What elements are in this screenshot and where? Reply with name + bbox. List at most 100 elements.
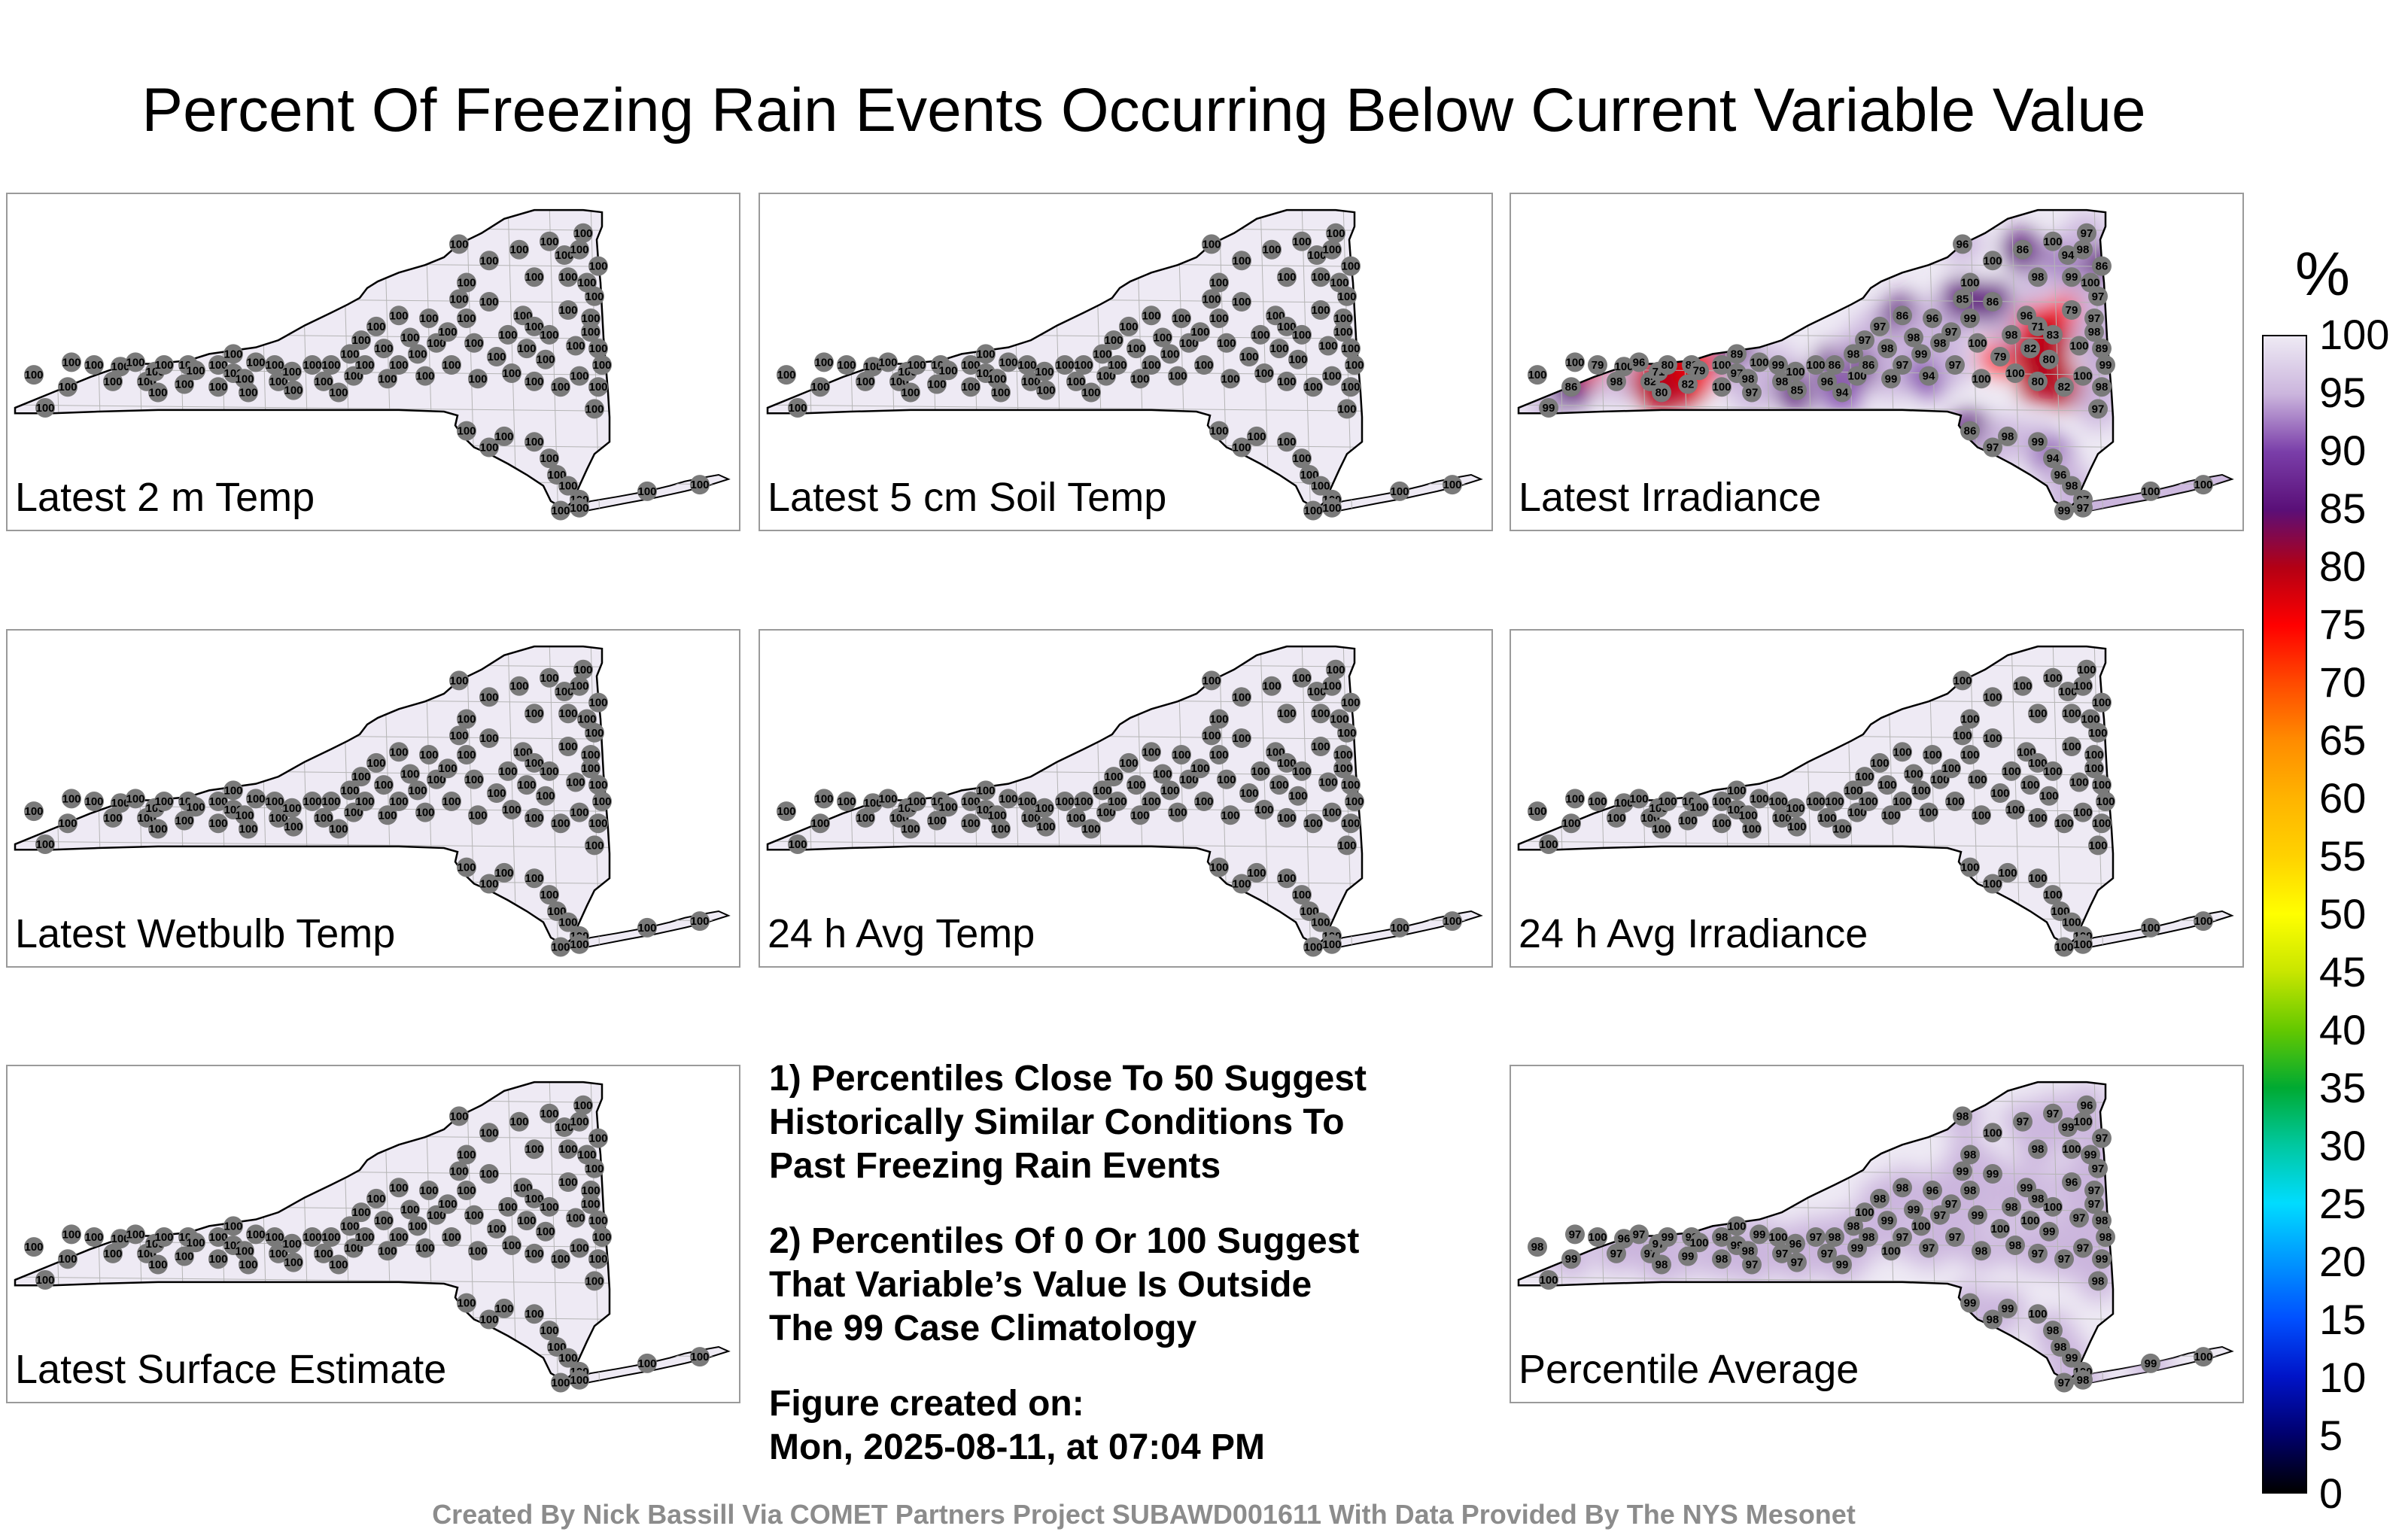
station-dot (487, 783, 506, 804)
station-marker: 100 (1972, 805, 1991, 825)
station-dot (573, 223, 593, 243)
station-marker: 100 (690, 475, 710, 495)
station-value: 100 (1239, 351, 1258, 363)
station-value: 94 (2047, 452, 2060, 465)
station-marker: 100 (1303, 813, 1323, 834)
station-dot (208, 792, 228, 811)
station-value: 100 (1847, 807, 1866, 819)
station-marker: 100 (585, 1158, 604, 1178)
station-value: 85 (1791, 385, 1804, 397)
station-marker: 100 (1806, 355, 1826, 375)
station-value: 99 (1987, 1168, 1999, 1181)
station-dot (540, 667, 559, 688)
station-value: 100 (524, 707, 543, 720)
station-marker: 100 (438, 322, 458, 342)
station-dot (1652, 1254, 1671, 1275)
station-dot (588, 377, 608, 397)
station-value: 100 (415, 1242, 434, 1255)
station-marker: 86 (1983, 292, 2002, 312)
panel-label: Latest Irradiance (1519, 475, 1822, 520)
station-value: 100 (524, 436, 543, 448)
station-dot (581, 308, 600, 328)
station-dot (2043, 667, 2063, 688)
station-dot (154, 1227, 174, 1247)
station-dot (570, 676, 589, 696)
station-value: 100 (588, 1214, 607, 1227)
station-value: 100 (585, 727, 604, 740)
station-dot (1209, 857, 1229, 877)
station-dot (1960, 1293, 1980, 1313)
station-dot (551, 813, 570, 834)
station-marker: 100 (355, 792, 375, 811)
station-dot (62, 789, 81, 809)
station-dot (1292, 448, 1312, 469)
station-value: 100 (1126, 342, 1145, 355)
station-dot (1855, 1202, 1874, 1223)
station-marker: 100 (1322, 366, 1342, 386)
station-dot (1333, 744, 1353, 764)
station-dot (419, 308, 439, 328)
station-value: 100 (1307, 249, 1326, 262)
station-value: 100 (1712, 381, 1731, 394)
station-value: 100 (1539, 838, 1558, 851)
station-dot (366, 752, 386, 773)
station-marker: 100 (208, 377, 228, 397)
station-marker: 100 (1768, 792, 1788, 811)
station-value: 100 (366, 321, 385, 333)
station-value: 100 (513, 746, 532, 758)
station-marker: 100 (487, 347, 506, 367)
station-value: 100 (961, 381, 980, 394)
station-marker: 98 (2028, 1139, 2048, 1160)
station-dot (1066, 807, 1086, 828)
station-value: 100 (581, 762, 600, 775)
station-value: 99 (2084, 1149, 2097, 1162)
station-value: 100 (2002, 765, 2020, 778)
station-marker: 100 (1142, 305, 1161, 326)
station-value: 97 (2058, 1376, 2071, 1389)
station-marker: 99 (1953, 1161, 1972, 1181)
station-dot (2043, 1196, 2063, 1217)
station-value: 100 (2096, 795, 2115, 808)
station-marker: 97 (2054, 1372, 2074, 1393)
station-marker: 97 (1941, 322, 1961, 342)
station-marker: 100 (573, 659, 593, 679)
station-dot (540, 448, 559, 469)
station-marker: 100 (570, 239, 589, 260)
station-value: 100 (378, 1245, 397, 1257)
station-dot (558, 1139, 578, 1160)
station-value: 100 (509, 1116, 528, 1129)
station-value: 100 (1588, 1231, 1607, 1244)
station-marker: 100 (498, 761, 518, 781)
station-value: 100 (1652, 823, 1671, 836)
station-dot (1209, 709, 1229, 729)
station-value: 100 (1326, 664, 1345, 676)
station-dot (524, 432, 544, 452)
station-value: 98 (2005, 329, 2018, 342)
station-dot (1390, 481, 1409, 501)
station-value: 100 (1194, 359, 1213, 372)
station-value: 100 (427, 774, 445, 786)
station-value: 100 (378, 809, 397, 822)
station-value: 100 (314, 812, 333, 825)
station-dot (389, 355, 409, 375)
station-marker: 100 (976, 780, 996, 801)
station-marker: 100 (690, 911, 710, 932)
station-dot (1877, 339, 1897, 359)
station-dot (581, 322, 600, 342)
station-value: 100 (84, 795, 103, 808)
station-marker: 100 (1108, 355, 1127, 375)
station-marker: 100 (524, 1243, 544, 1263)
station-dot (2073, 1238, 2093, 1258)
station-value: 100 (588, 381, 607, 394)
station-marker: 100 (479, 687, 499, 707)
station-dot (536, 349, 555, 369)
station-marker: 96 (1614, 1229, 1634, 1249)
station-marker: 100 (2096, 792, 2115, 811)
station-marker: 99 (1678, 1246, 1698, 1266)
station-value: 96 (2054, 469, 2067, 482)
station-marker: 100 (1021, 371, 1041, 391)
station-dot (1983, 251, 2002, 271)
station-dot (1528, 1237, 1547, 1257)
station-marker: 100 (1893, 792, 1912, 811)
station-marker: 100 (588, 1211, 608, 1231)
